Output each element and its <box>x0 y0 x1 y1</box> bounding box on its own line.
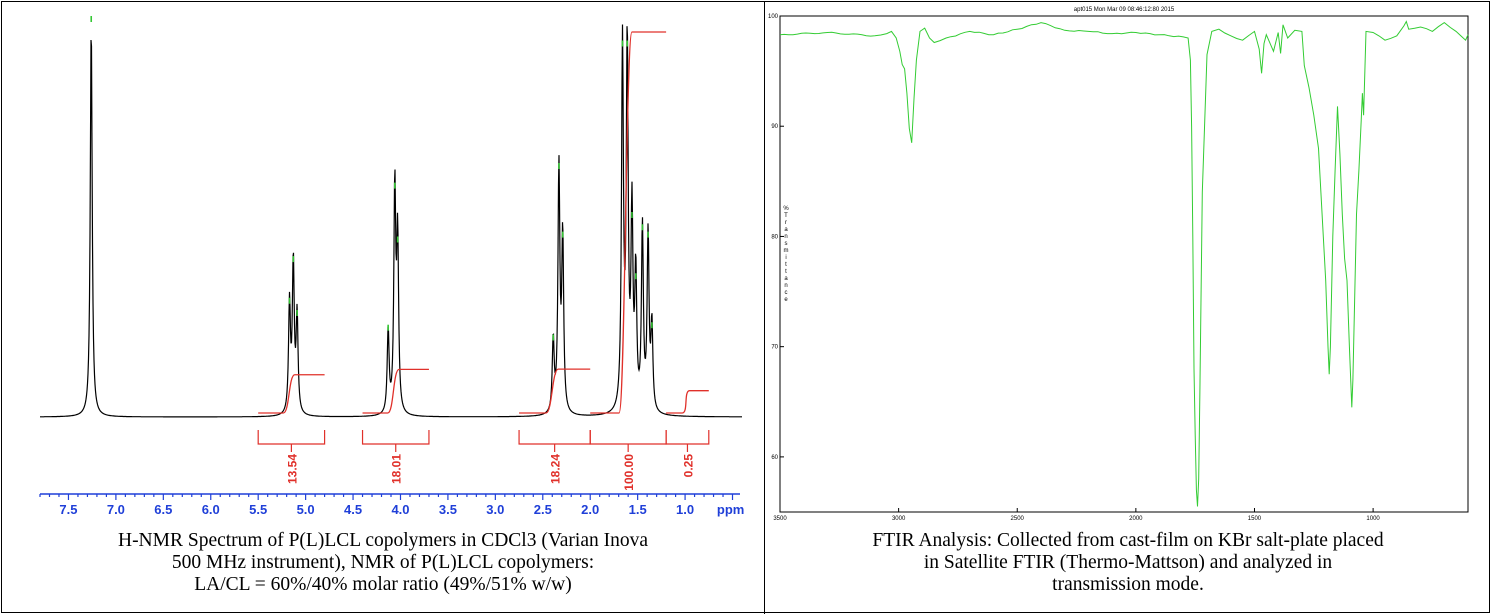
ftir-spectrum-line <box>779 20 1469 507</box>
nmr-x-tick-label: 7.5 <box>59 502 77 517</box>
ftir-y-axis-label-char: t <box>785 269 787 275</box>
ftir-y-axis-label-char: a <box>784 227 788 233</box>
ftir-x-tick-label: 2500 <box>1011 516 1025 522</box>
ftir-y-tick-label: 100 <box>768 14 779 20</box>
ftir-y-axis-label-char: n <box>784 234 787 240</box>
nmr-x-tick-label: 3.5 <box>439 502 457 517</box>
nmr-x-tick-label: 4.0 <box>391 502 409 517</box>
nmr-integral-curve <box>590 31 667 414</box>
nmr-x-axis-label: ppm <box>717 502 744 517</box>
ftir-x-tick-label: 2000 <box>1129 516 1143 522</box>
ftir-y-axis-label-char: n <box>784 283 787 289</box>
ftir-y-axis-label-char: e <box>784 297 788 303</box>
nmr-chart: 13.54 18.01 18.24 100.00 0.25 7.5 7.0 6.5 6.0 5.5… <box>39 16 744 517</box>
nmr-x-tick-label: 2.5 <box>534 502 552 517</box>
ftir-y-tick-label: 90 <box>771 124 778 130</box>
nmr-integral-label: 13.54 <box>285 454 299 484</box>
nmr-integral-curve <box>258 374 325 414</box>
nmr-integral-bracket <box>665 430 710 445</box>
nmr-caption-line-1: H-NMR Spectrum of P(L)LCL copolymers in … <box>117 530 649 551</box>
ftir-caption-line-1: FTIR Analysis: Collected from cast-film … <box>872 530 1384 551</box>
nmr-integral-bracket <box>589 430 667 445</box>
ftir-panel: apt015 Mon Mar 09 08:46:12:80 2015 100 90 8… <box>766 2 1490 612</box>
nmr-integral-bracket <box>257 430 326 445</box>
ftir-y-axis-label-char: t <box>785 262 787 268</box>
nmr-x-tick-label: 7.0 <box>107 502 125 517</box>
ftir-y-axis-label-char: i <box>785 255 786 261</box>
nmr-spectrum-line <box>40 24 742 418</box>
nmr-integral-curve <box>362 368 429 414</box>
nmr-caption-line-3: LA/CL = 60%/40% molar ratio (49%/51% w/w… <box>194 574 572 595</box>
nmr-integral-label: 18.24 <box>549 454 563 484</box>
nmr-panel: 13.54 18.01 18.24 100.00 0.25 7.5 7.0 6.5 6.0 5.5… <box>2 2 764 612</box>
nmr-x-tick-label: 6.5 <box>154 502 172 517</box>
nmr-integral-bracket <box>361 430 430 445</box>
ftir-header-text: apt015 Mon Mar 09 08:46:12:80 2015 <box>1074 7 1175 13</box>
ftir-x-tick-label: 3000 <box>892 516 906 522</box>
ftir-caption: FTIR Analysis: Collected from cast-film … <box>766 530 1490 596</box>
ftir-chart: apt015 Mon Mar 09 08:46:12:80 2015 100 90 8… <box>768 7 1469 522</box>
ftir-x-tick-label: 1500 <box>1248 516 1262 522</box>
nmr-x-tick-label: 2.0 <box>581 502 599 517</box>
ftir-y-axis-label-char: % <box>783 206 789 212</box>
ftir-caption-line-2: in Satellite FTIR (Thermo-Mattson) and a… <box>923 552 1333 573</box>
ftir-y-axis-label-char: s <box>785 241 788 247</box>
ftir-y-tick-label: 70 <box>771 345 778 351</box>
ftir-y-axis-label-char: m <box>784 248 789 254</box>
nmr-integral-label: 18.01 <box>390 454 404 484</box>
nmr-caption: H-NMR Spectrum of P(L)LCL copolymers in … <box>2 530 764 596</box>
ftir-x-tick-label: 1000 <box>1366 516 1380 522</box>
nmr-x-tick-label: 5.0 <box>297 502 315 517</box>
ftir-y-tick-label: 60 <box>771 455 778 461</box>
nmr-x-tick-label: 1.5 <box>629 502 647 517</box>
nmr-x-tick-label: 6.0 <box>202 502 220 517</box>
ftir-y-tick-label: 80 <box>771 234 778 240</box>
ftir-y-axis-label-char: a <box>784 276 788 282</box>
nmr-integral-curve <box>519 368 591 414</box>
nmr-integral-bracket <box>518 430 591 445</box>
ftir-y-axis-label-char: T <box>784 213 788 219</box>
nmr-integral-curve <box>666 390 709 414</box>
nmr-caption-line-2: 500 MHz instrument), NMR of P(L)LCL copo… <box>171 552 595 573</box>
nmr-x-tick-label: 5.5 <box>249 502 267 517</box>
ftir-y-axis-label-char: c <box>785 290 788 296</box>
nmr-integral-label: 0.25 <box>681 454 695 478</box>
panel-divider <box>764 1 765 614</box>
nmr-integral-label: 100.00 <box>622 454 636 491</box>
ftir-caption-line-3: transmission mode. <box>1052 574 1204 595</box>
nmr-x-tick-label: 3.0 <box>486 502 504 517</box>
ftir-x-tick-label: 3500 <box>773 516 787 522</box>
nmr-x-tick-label: 1.0 <box>676 502 694 517</box>
ftir-plot-frame <box>779 15 1469 513</box>
nmr-x-tick-label: 4.5 <box>344 502 362 517</box>
ftir-y-axis-label-char: r <box>785 220 787 226</box>
